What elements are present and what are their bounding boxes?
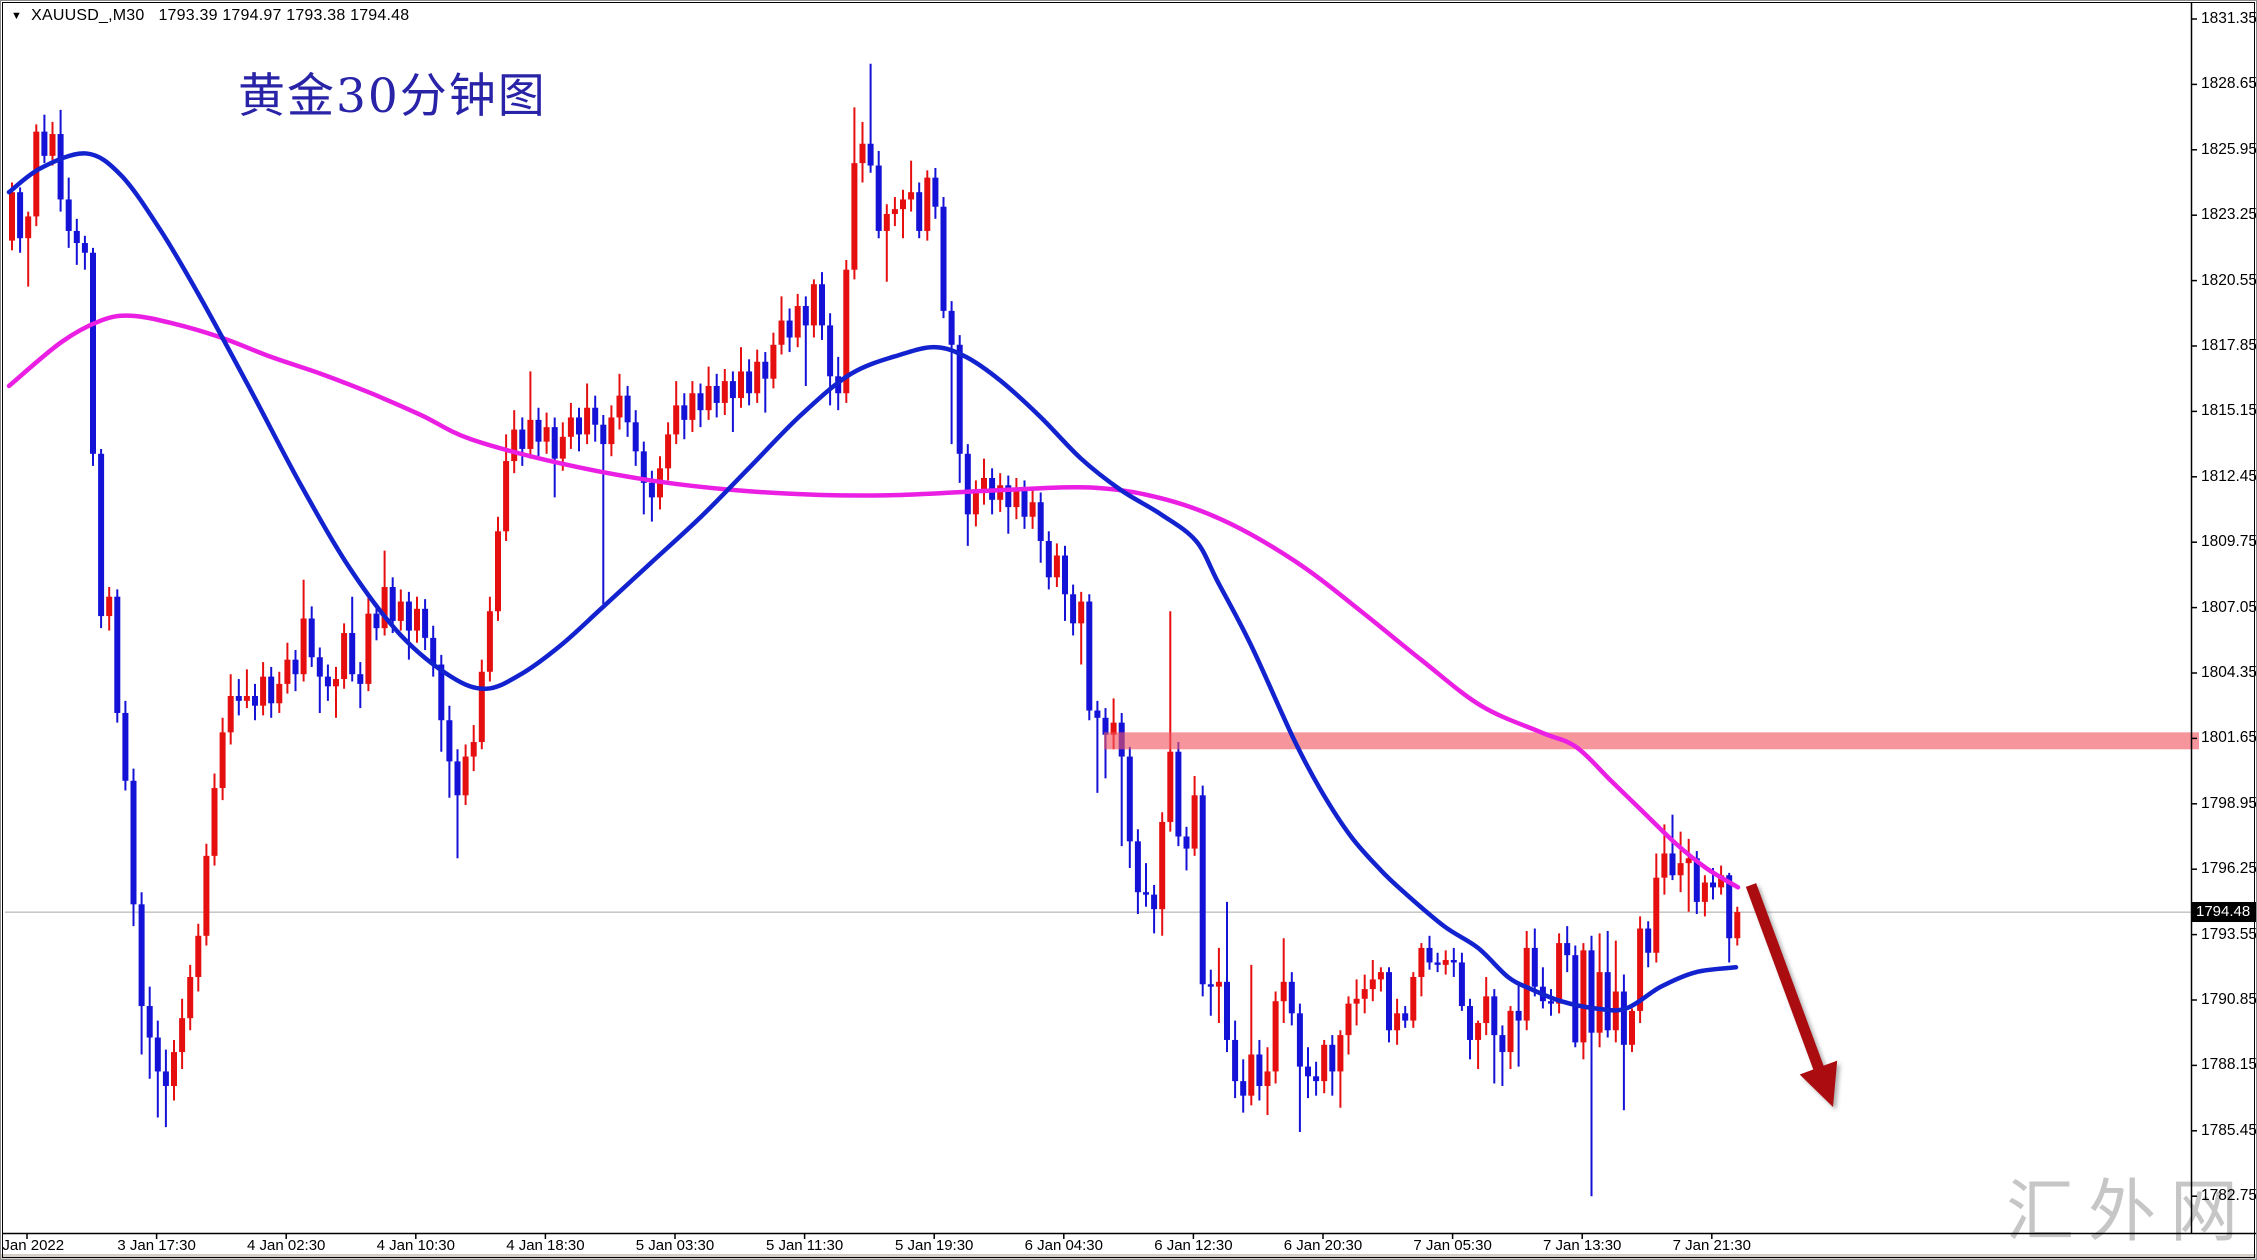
y-axis-label: 1785.45	[2201, 1121, 2257, 1139]
y-axis-label: 1796.25	[2201, 860, 2257, 878]
y-axis-label: 1788.15	[2201, 1056, 2257, 1074]
x-axis-label: 4 Jan 02:30	[246, 1237, 326, 1254]
ma-magenta-line	[6, 313, 1741, 890]
down-trend-arrow	[1745, 883, 1838, 1107]
y-axis-label: 1825.95	[2201, 140, 2257, 158]
y-axis-label: 1831.35	[2201, 10, 2257, 27]
symbol-timeframe-label: XAUUSD_,M30	[31, 7, 145, 24]
y-axis-label: 1801.65	[2201, 729, 2257, 747]
x-axis-label: 7 Jan 21:30	[1672, 1237, 1751, 1254]
x-axis-label: 5 Jan 11:30	[765, 1237, 844, 1254]
ma-blue-line	[6, 151, 1739, 1013]
y-axis-label: 1823.25	[2201, 206, 2257, 224]
y-axis-label: 1804.35	[2201, 663, 2257, 681]
chart-titlebar: ▼ XAUUSD_,M30 1793.39 1794.97 1793.38 17…	[11, 7, 409, 25]
current-price-tag: 1794.48	[2192, 902, 2256, 923]
y-axis-label: 1809.75	[2201, 533, 2257, 551]
y-axis-label: 1828.65	[2201, 75, 2257, 93]
price-axis[interactable]: 1831.35 1828.65 1825.95 1823.25 1820.55 1817.…	[2192, 1, 2257, 1233]
x-axis-label: 5 Jan 19:30	[894, 1237, 974, 1254]
symbol-dropdown-icon[interactable]: ▼	[11, 9, 23, 22]
x-axis-label: 7 Jan 05:30	[1413, 1237, 1492, 1254]
x-axis-label: 3 Jan 2022	[1, 1237, 65, 1254]
y-axis-label: 1798.95	[2201, 794, 2257, 812]
y-axis-label: 1812.45	[2201, 467, 2257, 485]
x-axis-label: 4 Jan 10:30	[376, 1237, 455, 1254]
y-axis-label: 1807.05	[2201, 598, 2257, 616]
x-axis-label: 5 Jan 03:30	[635, 1237, 715, 1254]
x-axis-label: 4 Jan 18:30	[506, 1237, 585, 1254]
time-axis[interactable]: 3 Jan 2022 3 Jan 17:30 4 Jan 02:30 4 Jan 10…	[1, 1234, 2256, 1255]
window-bottom-edge	[1, 1254, 2256, 1259]
x-axis-label: 6 Jan 04:30	[1024, 1237, 1103, 1254]
y-axis-label: 1790.85	[2201, 990, 2257, 1008]
resistance-band	[1104, 732, 2199, 750]
y-axis-label: 1817.85	[2201, 336, 2257, 354]
x-axis-label: 6 Jan 12:30	[1154, 1237, 1233, 1254]
x-axis-label: 3 Jan 17:30	[117, 1237, 196, 1254]
candles	[9, 63, 1741, 1197]
y-axis-label: 1782.75	[2201, 1187, 2257, 1205]
watermark: 汇外网	[2005, 1174, 2252, 1250]
x-axis-label: 6 Jan 20:30	[1283, 1237, 1363, 1254]
x-axis-label: 7 Jan 13:30	[1542, 1237, 1622, 1254]
y-axis-label: 1793.55	[2201, 925, 2257, 943]
y-axis-label: 1820.55	[2201, 271, 2257, 289]
chart-annotation-title: 黄金30分钟图	[238, 69, 547, 124]
ohlc-quote-values: 1793.39 1794.97 1793.38 1794.48	[158, 7, 410, 24]
y-axis-label: 1815.15	[2201, 402, 2257, 420]
